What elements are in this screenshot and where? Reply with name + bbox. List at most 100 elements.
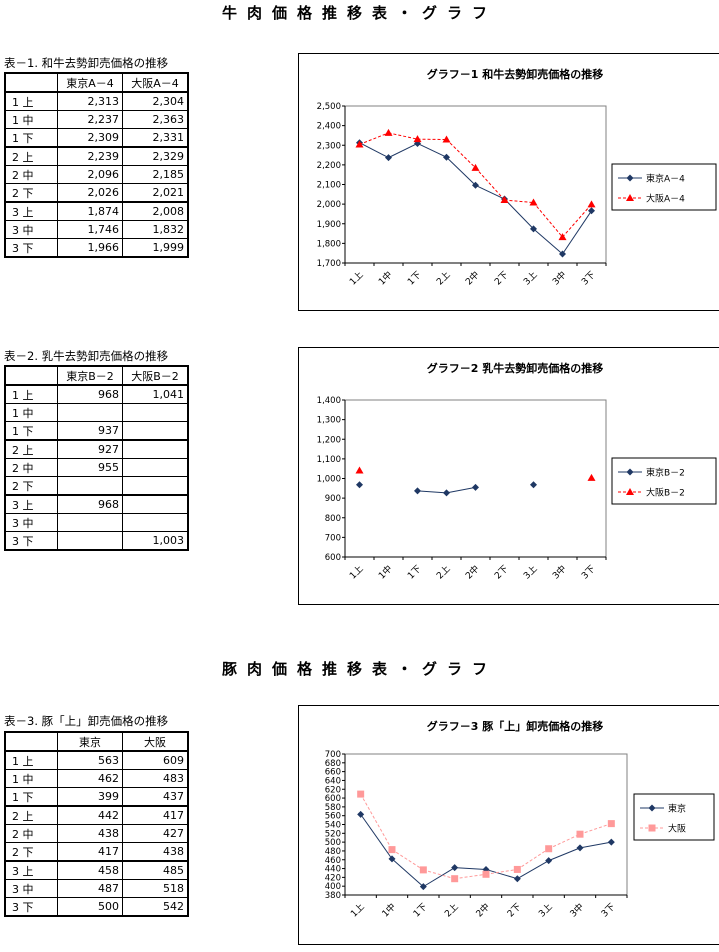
table-row: 2 上 2,239 2,329 <box>4 146 189 166</box>
table-row-label: 1 中 <box>4 769 58 788</box>
chart-title: グラフ－1 和牛去勢卸売価格の推移 <box>427 67 603 81</box>
pork-section-title: 豚肉価格推移表・グラフ <box>221 660 497 678</box>
x-tick-label: 1中 <box>379 901 398 920</box>
data-point <box>451 875 459 883</box>
table-cell: 609 <box>122 750 189 770</box>
table-cell: 487 <box>57 879 123 898</box>
series-line-segment <box>579 823 612 835</box>
x-tick-label: 1上 <box>349 901 367 919</box>
table-row-label: 2 下 <box>4 842 58 862</box>
series-line-segment <box>454 867 487 870</box>
table-row-label: 3 中 <box>4 220 58 239</box>
y-tick-label: 1,400 <box>317 396 341 406</box>
table-corner-cell <box>4 365 58 386</box>
beef-section-title: 牛肉価格推移表・グラフ <box>221 4 497 22</box>
table-row-label: 3 下 <box>4 531 58 551</box>
x-tick-label: 1中 <box>376 269 395 288</box>
table-cell <box>122 513 189 532</box>
table-cell: 563 <box>57 750 123 770</box>
table-row: 1 上 968 1,041 <box>4 384 189 404</box>
series-line-segment <box>360 814 393 860</box>
table-cell: 2,329 <box>122 146 189 166</box>
table-cell: 1,832 <box>122 220 189 239</box>
table-column-header: 大阪B－2 <box>122 365 189 386</box>
table-cell: 968 <box>57 494 123 514</box>
table-row: 2 中 955 <box>4 458 189 477</box>
table-row-label: 1 中 <box>4 110 58 129</box>
table-row-label: 2 中 <box>4 165 58 184</box>
table-row: 3 上 458 485 <box>4 860 189 880</box>
series-line-segment <box>485 868 518 880</box>
table-cell: 2,021 <box>122 183 189 203</box>
table-cell: 500 <box>57 897 123 917</box>
table-row: 1 下 937 <box>4 421 189 441</box>
legend-label: 大阪 <box>668 823 686 835</box>
table-cell: 542 <box>122 897 189 917</box>
table-row: 2 中 438 427 <box>4 824 189 843</box>
y-tick-label: 660 <box>325 768 341 778</box>
series-line-segment <box>485 868 518 875</box>
data-point <box>413 135 422 143</box>
table-header-row: 東京B－2 大阪B－2 <box>4 365 189 386</box>
y-tick-label: 2,000 <box>317 200 341 210</box>
table-cell: 2,026 <box>57 183 123 203</box>
table-cell <box>122 439 189 459</box>
y-tick-label: 560 <box>325 812 341 822</box>
series-line-segment <box>359 132 389 145</box>
data-point <box>529 198 538 206</box>
table-cell: 427 <box>122 824 189 843</box>
table-cell: 955 <box>57 458 123 477</box>
table-column-header: 東京 <box>57 731 123 752</box>
y-tick-label: 480 <box>325 847 341 857</box>
chart-3-box: グラフ－3 豚「上」卸売価格の推移 380 400 420 440 460 480 500 52… <box>298 705 719 945</box>
table-cell: 927 <box>57 439 123 459</box>
table-row-label: 2 中 <box>4 458 58 477</box>
table-row-label: 3 上 <box>4 201 58 221</box>
table-column-header: 東京A－4 <box>57 72 123 93</box>
table-row-label: 2 下 <box>4 476 58 496</box>
data-point <box>357 810 365 818</box>
series-line-segment <box>533 202 563 238</box>
table-row: 3 中 1,746 1,832 <box>4 220 189 239</box>
table-row: 1 中 2,237 2,363 <box>4 110 189 129</box>
plot-area <box>344 399 607 558</box>
y-tick-label: 520 <box>325 829 341 839</box>
table-cell: 1,746 <box>57 220 123 239</box>
y-tick-label: 2,400 <box>317 122 341 132</box>
data-point <box>587 200 596 208</box>
table-cell: 1,966 <box>57 238 123 258</box>
table-1-caption: 表－1. 和牛去勢卸売価格の推移 <box>4 56 169 70</box>
x-tick-label: 2上 <box>434 269 452 287</box>
data-point <box>513 865 521 873</box>
series-line-segment <box>517 860 549 880</box>
data-point <box>451 864 459 872</box>
chart-title: グラフ－3 豚「上」卸売価格の推移 <box>427 719 603 733</box>
table-cell: 438 <box>57 824 123 843</box>
legend-label: 大阪A－4 <box>646 193 685 205</box>
series-line-segment <box>446 139 476 169</box>
y-tick-label: 800 <box>325 514 341 524</box>
x-tick-label: 2上 <box>443 901 461 919</box>
series-line-segment <box>548 847 581 862</box>
table-row-label: 2 上 <box>4 805 58 825</box>
table-row: 2 上 442 417 <box>4 805 189 825</box>
table-cell: 2,313 <box>57 91 123 111</box>
table-cell <box>57 513 123 532</box>
x-tick-label: 1上 <box>347 563 365 581</box>
legend-box <box>633 793 715 841</box>
series-line-segment <box>446 486 476 494</box>
series-line-segment <box>388 143 418 159</box>
table-corner-cell <box>4 731 58 752</box>
chart-2-box: グラフ－2 乳牛去勢卸売価格の推移 600 700 800 900 1,000 1,100 1… <box>298 347 719 605</box>
table-cell: 1,999 <box>122 238 189 258</box>
table-column-header: 大阪A－4 <box>122 72 189 93</box>
data-point <box>357 790 365 798</box>
y-tick-label: 2,100 <box>317 181 341 191</box>
table-cell <box>122 403 189 422</box>
chart-1: グラフ－1 和牛去勢卸売価格の推移 1,700 1,800 1,900 2,000 2,1… <box>317 67 717 288</box>
table-row-label: 1 上 <box>4 384 58 404</box>
y-tick-label: 900 <box>325 494 341 504</box>
table-row: 3 上 1,874 2,008 <box>4 201 189 221</box>
legend-marker <box>626 194 634 201</box>
y-tick-label: 680 <box>325 759 341 769</box>
